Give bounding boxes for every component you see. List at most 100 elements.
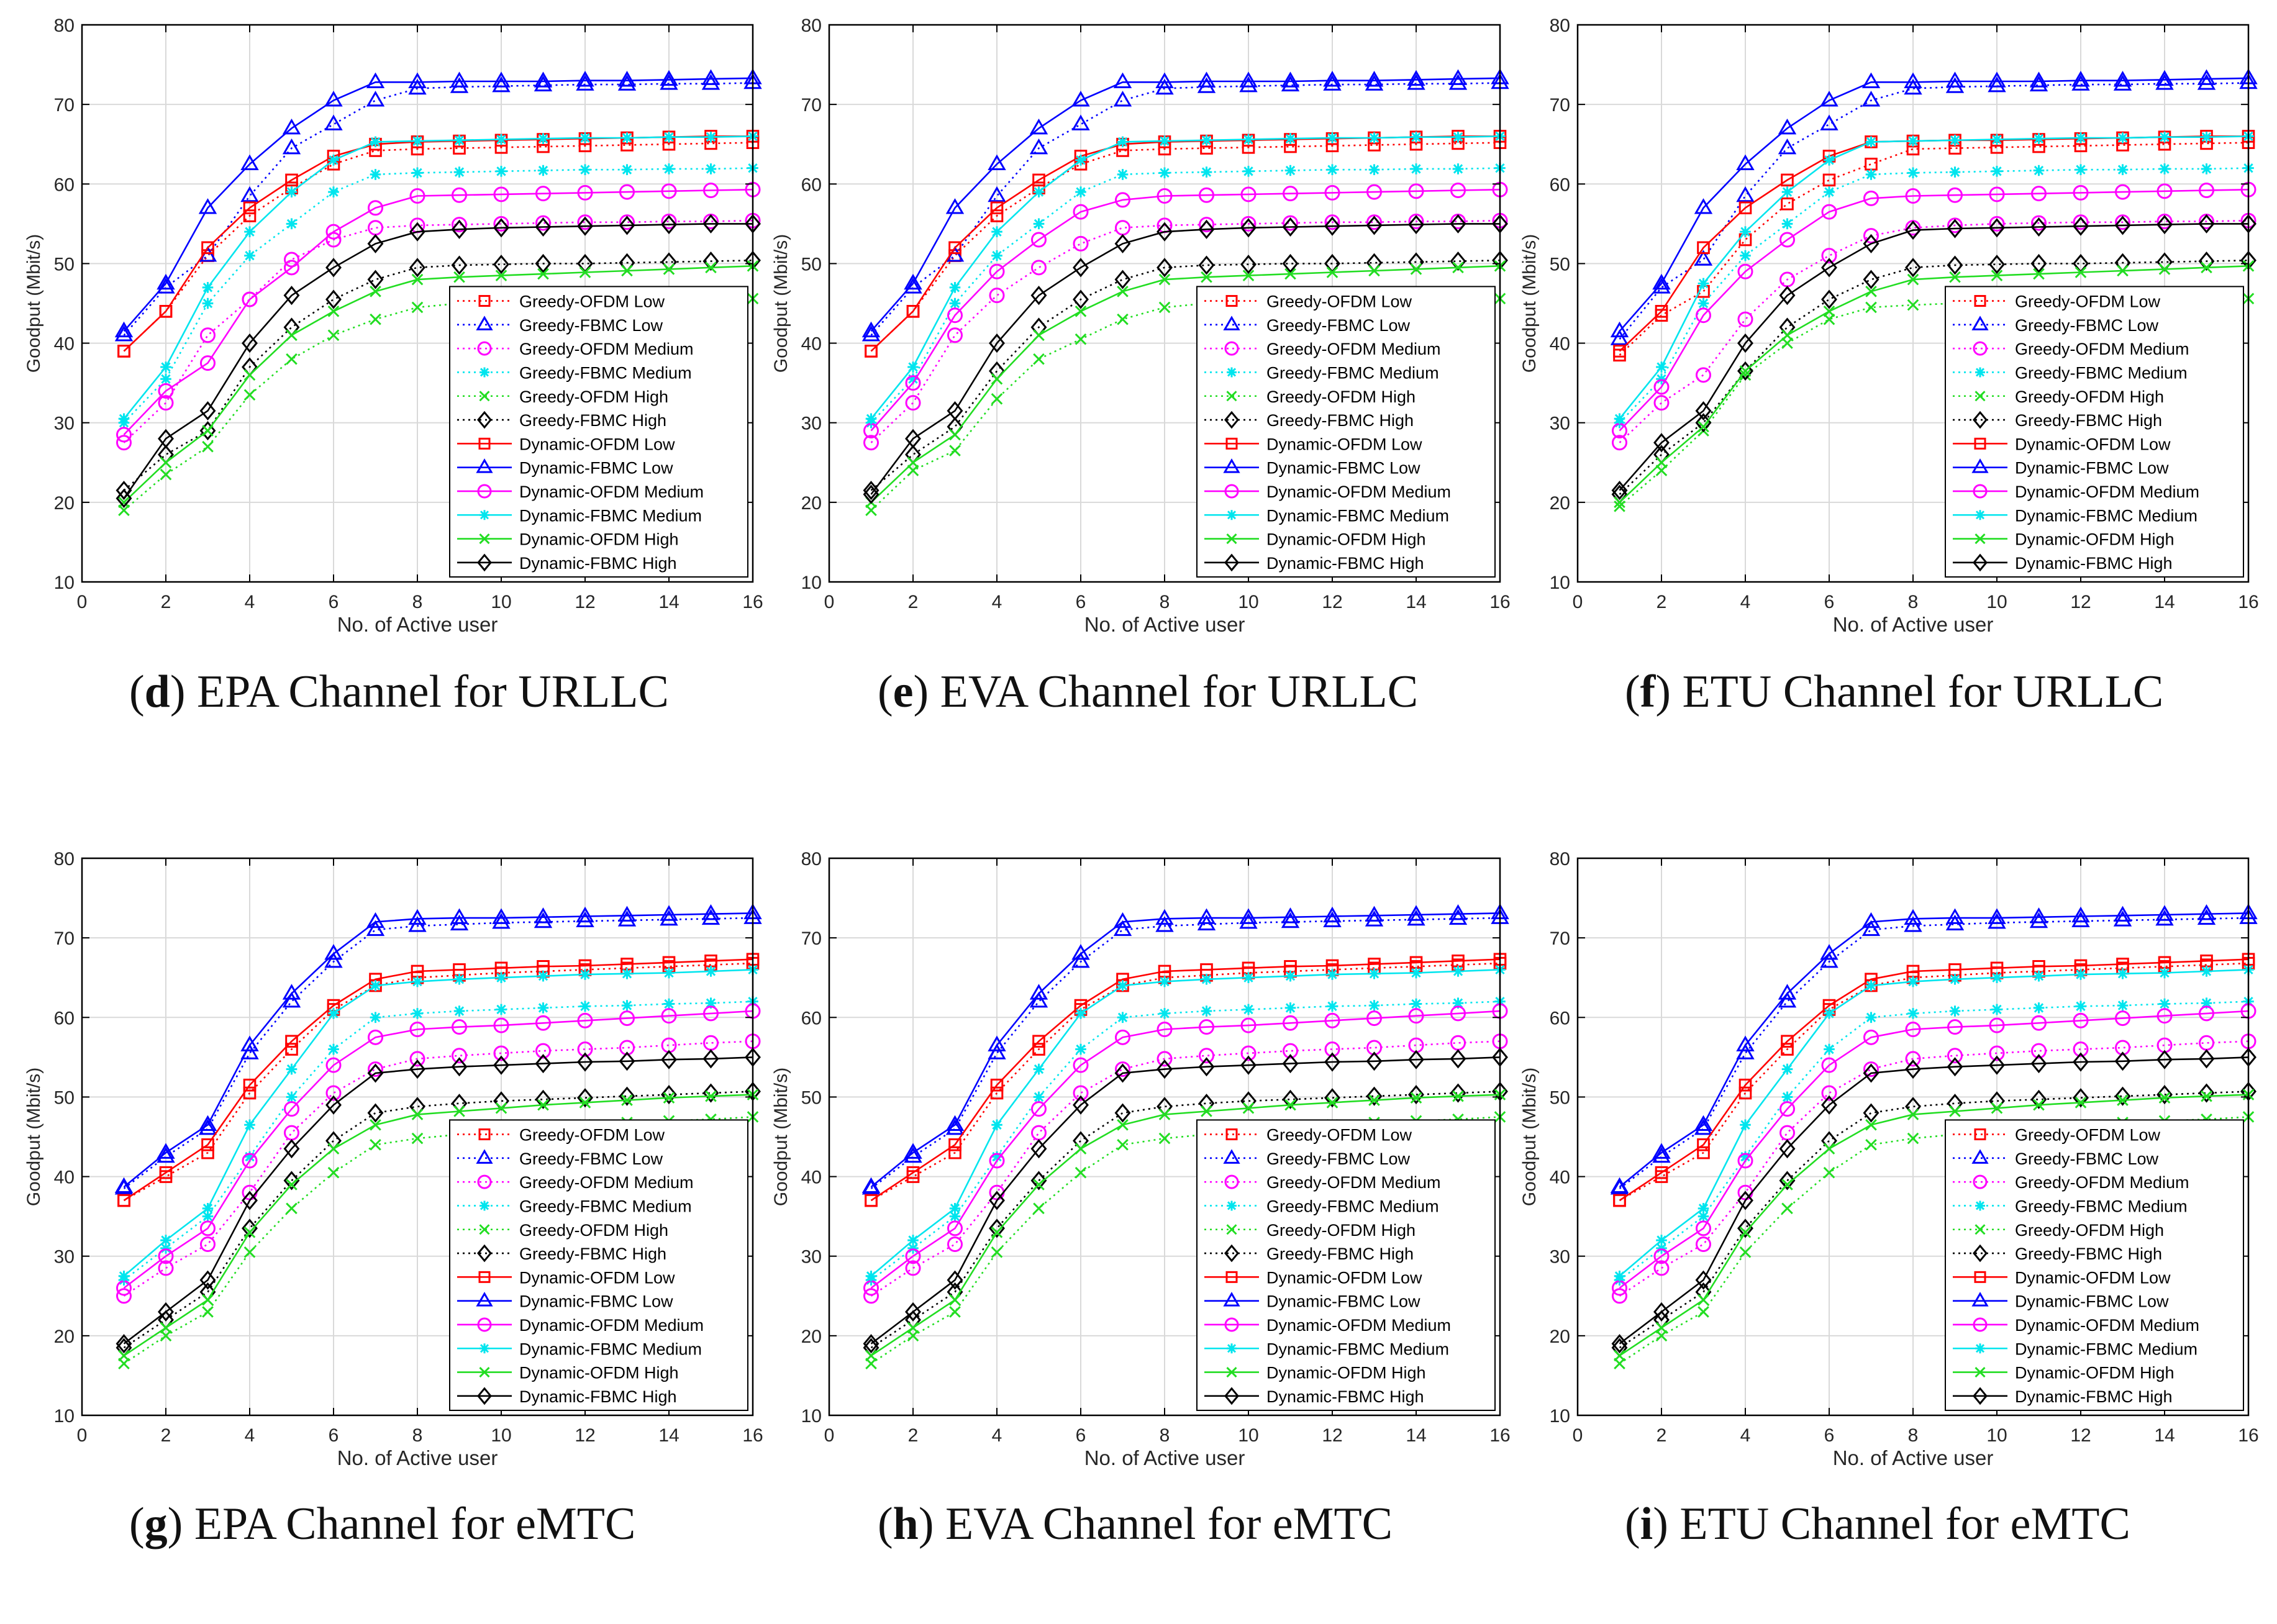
- legend-entry: Dynamic-OFDM High: [2015, 530, 2175, 549]
- x-tick-label: 4: [245, 592, 255, 612]
- data-point: [370, 169, 381, 180]
- data-point: [1698, 1203, 1709, 1214]
- series-line-dynamic-fbmc-high: [123, 223, 753, 499]
- data-point: [537, 165, 549, 176]
- data-point: [1327, 969, 1338, 980]
- y-tick-label: 70: [1550, 928, 1570, 949]
- data-point: [1324, 184, 1340, 201]
- data-point: [2115, 1010, 2130, 1027]
- data-point: [1781, 186, 1793, 197]
- series-line-greedy-ofdm-low: [870, 962, 1501, 1202]
- data-point: [1408, 1008, 1424, 1024]
- series-line-dynamic-ofdm-low: [123, 958, 753, 1202]
- data-point: [202, 1210, 214, 1222]
- series-line-dynamic-fbmc-medium: [123, 969, 753, 1277]
- data-point: [2033, 1002, 2045, 1014]
- data-point: [1239, 908, 1258, 924]
- data-point: [159, 1166, 173, 1179]
- data-point: [1655, 1166, 1668, 1179]
- legend-marker: [1975, 391, 1986, 402]
- data-point: [117, 1194, 130, 1207]
- data-point: [1698, 1294, 1709, 1306]
- data-point: [1653, 1260, 1670, 1276]
- series-line-dynamic-ofdm-low: [870, 958, 1501, 1202]
- data-point: [2197, 904, 2216, 920]
- series-group: [114, 903, 762, 1370]
- data-point: [1239, 913, 1258, 929]
- legend-entry: Dynamic-OFDM Medium: [1266, 1316, 1451, 1335]
- data-point: [1071, 114, 1090, 130]
- data-point: [1947, 217, 1963, 234]
- data-point: [2033, 1099, 2045, 1111]
- data-point: [2071, 71, 2090, 87]
- data-point: [2075, 132, 2086, 143]
- y-tick-label: 20: [801, 1327, 822, 1347]
- data-point: [1029, 984, 1048, 1000]
- data-point: [283, 1139, 300, 1159]
- data-point: [949, 1306, 961, 1318]
- legend-marker: [1975, 1366, 1986, 1378]
- series-line-dynamic-fbmc-high: [123, 1056, 753, 1345]
- data-point: [1820, 114, 1838, 130]
- series-line-dynamic-ofdm-high: [123, 1094, 753, 1356]
- series-line-dynamic-ofdm-medium: [123, 1010, 753, 1289]
- data-point: [1448, 74, 1468, 90]
- data-point: [576, 71, 594, 87]
- data-point: [2115, 184, 2130, 200]
- y-tick-label: 10: [54, 573, 75, 593]
- data-point: [1073, 235, 1089, 252]
- data-point: [660, 70, 678, 86]
- data-point: [535, 1043, 551, 1059]
- data-point: [2198, 252, 2215, 271]
- data-point: [1947, 255, 1963, 275]
- data-point: [1073, 1057, 1089, 1073]
- data-point: [1694, 250, 1713, 266]
- caption-d: (d) EPA Channel for URLLC: [129, 666, 669, 717]
- data-point: [1740, 1151, 1751, 1163]
- data-point: [160, 373, 171, 385]
- series-line-greedy-fbmc-low: [1619, 82, 2249, 340]
- data-point: [579, 164, 591, 176]
- data-point: [861, 325, 881, 342]
- data-point: [577, 1088, 593, 1108]
- data-point: [412, 135, 423, 147]
- legend-marker: [1971, 315, 1989, 330]
- data-point: [324, 91, 343, 107]
- series-line-dynamic-fbmc-high: [1619, 1056, 2249, 1345]
- legend-entry: Dynamic-FBMC Medium: [2015, 506, 2197, 525]
- data-point: [861, 1177, 881, 1193]
- data-point: [1075, 1166, 1087, 1179]
- legend-marker: [1971, 1292, 1989, 1307]
- data-point: [2031, 1043, 2047, 1059]
- data-point: [2071, 75, 2090, 91]
- data-point: [705, 163, 717, 175]
- data-point: [1610, 321, 1629, 338]
- data-point: [2113, 75, 2132, 91]
- data-point: [286, 186, 298, 197]
- data-point: [411, 273, 424, 286]
- data-point: [1114, 234, 1131, 253]
- y-tick-label: 30: [1550, 414, 1570, 434]
- data-point: [2115, 1040, 2130, 1056]
- legend-marker: [1973, 411, 1988, 429]
- data-point: [1865, 301, 1877, 314]
- data-point: [2157, 1050, 2173, 1069]
- x-tick-label: 16: [742, 592, 763, 612]
- legend-marker: [1223, 1292, 1240, 1307]
- x-tick-label: 8: [1160, 592, 1170, 612]
- legend-marker: [478, 1271, 491, 1283]
- data-point: [989, 263, 1005, 279]
- y-tick-label: 70: [801, 928, 822, 949]
- data-point: [1240, 1045, 1257, 1061]
- legend-entry: Greedy-OFDM High: [1266, 1221, 1416, 1240]
- data-point: [368, 1029, 383, 1045]
- data-point: [661, 214, 677, 230]
- legend-entry: Dynamic-OFDM Low: [2015, 1268, 2171, 1287]
- legend-entry: Greedy-FBMC Medium: [2015, 1197, 2188, 1215]
- series-line-greedy-fbmc-medium: [1619, 1000, 2249, 1281]
- data-point: [705, 131, 717, 143]
- data-point: [242, 1218, 258, 1238]
- data-point: [1114, 270, 1131, 289]
- data-point: [1740, 1119, 1751, 1131]
- data-point: [1411, 131, 1422, 143]
